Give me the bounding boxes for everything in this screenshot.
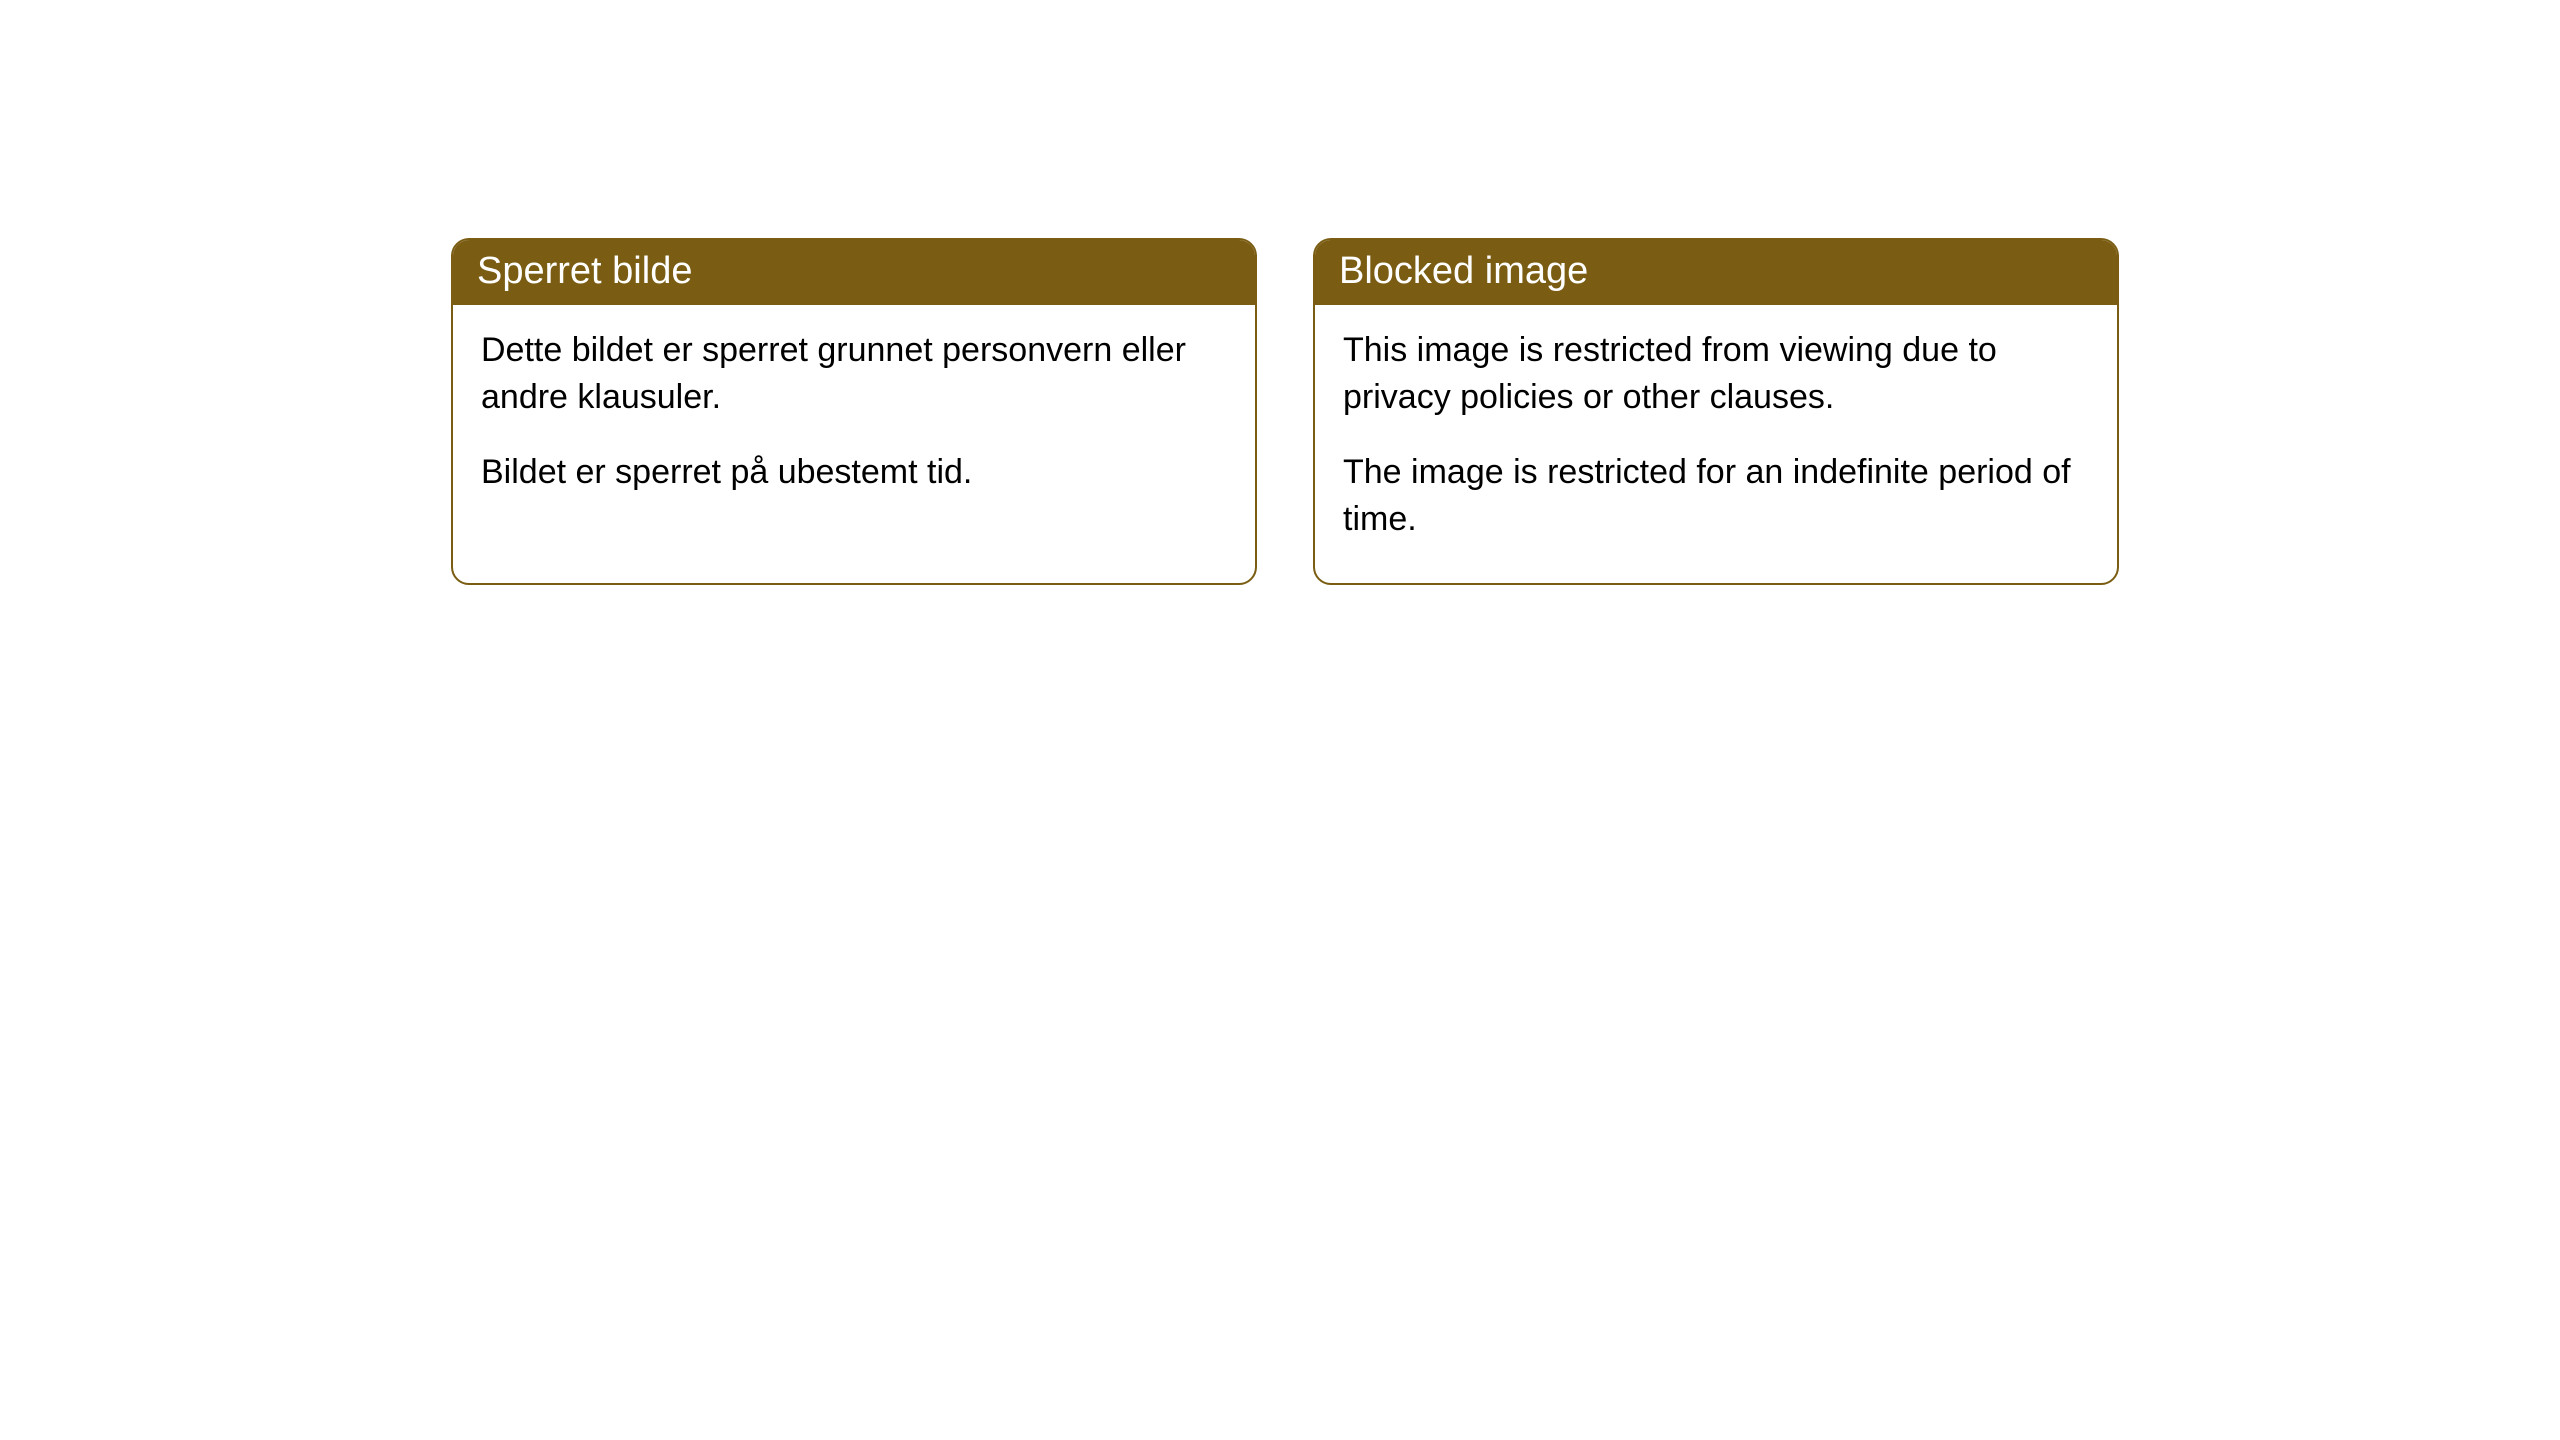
cards-container: Sperret bilde Dette bildet er sperret gr…: [451, 238, 2119, 585]
blocked-image-card-en: Blocked image This image is restricted f…: [1313, 238, 2119, 585]
card-paragraph-1-en: This image is restricted from viewing du…: [1343, 327, 2089, 421]
card-paragraph-1-no: Dette bildet er sperret grunnet personve…: [481, 327, 1227, 421]
card-body-no: Dette bildet er sperret grunnet personve…: [453, 305, 1255, 536]
card-paragraph-2-en: The image is restricted for an indefinit…: [1343, 449, 2089, 543]
blocked-image-card-no: Sperret bilde Dette bildet er sperret gr…: [451, 238, 1257, 585]
card-title-en: Blocked image: [1315, 240, 2117, 305]
card-paragraph-2-no: Bildet er sperret på ubestemt tid.: [481, 449, 1227, 496]
card-title-no: Sperret bilde: [453, 240, 1255, 305]
card-body-en: This image is restricted from viewing du…: [1315, 305, 2117, 583]
